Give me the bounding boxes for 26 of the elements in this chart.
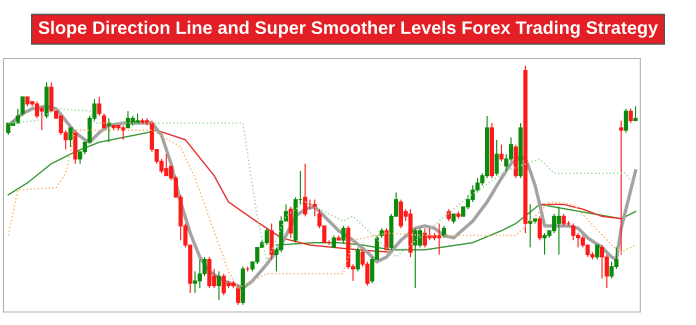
candlestick bbox=[562, 213, 566, 226]
candlestick bbox=[341, 225, 346, 244]
candlestick bbox=[303, 163, 308, 217]
candlestick bbox=[442, 225, 446, 238]
candlestick bbox=[538, 216, 542, 241]
candlestick bbox=[97, 96, 102, 116]
candlestick bbox=[494, 139, 499, 176]
candlestick bbox=[68, 127, 73, 148]
candlestick bbox=[628, 108, 633, 124]
candlestick bbox=[499, 144, 504, 162]
candlestick bbox=[20, 96, 25, 116]
candlestick bbox=[312, 199, 317, 217]
candlestick bbox=[595, 244, 600, 260]
chart-title: Slope Direction Line and Super Smoother Levels Forex Trading Strategy bbox=[38, 20, 658, 38]
candlestick bbox=[356, 246, 360, 272]
candlestick bbox=[619, 120, 624, 256]
candlestick bbox=[633, 106, 638, 122]
candlestick bbox=[332, 234, 336, 248]
candlestick bbox=[288, 206, 293, 238]
candlestick bbox=[102, 112, 106, 128]
candlestick bbox=[451, 213, 456, 224]
candlestick bbox=[236, 285, 240, 306]
candlestick bbox=[624, 108, 628, 134]
candlestick bbox=[106, 118, 111, 143]
candlestick bbox=[270, 222, 274, 260]
candlestick bbox=[216, 270, 222, 301]
